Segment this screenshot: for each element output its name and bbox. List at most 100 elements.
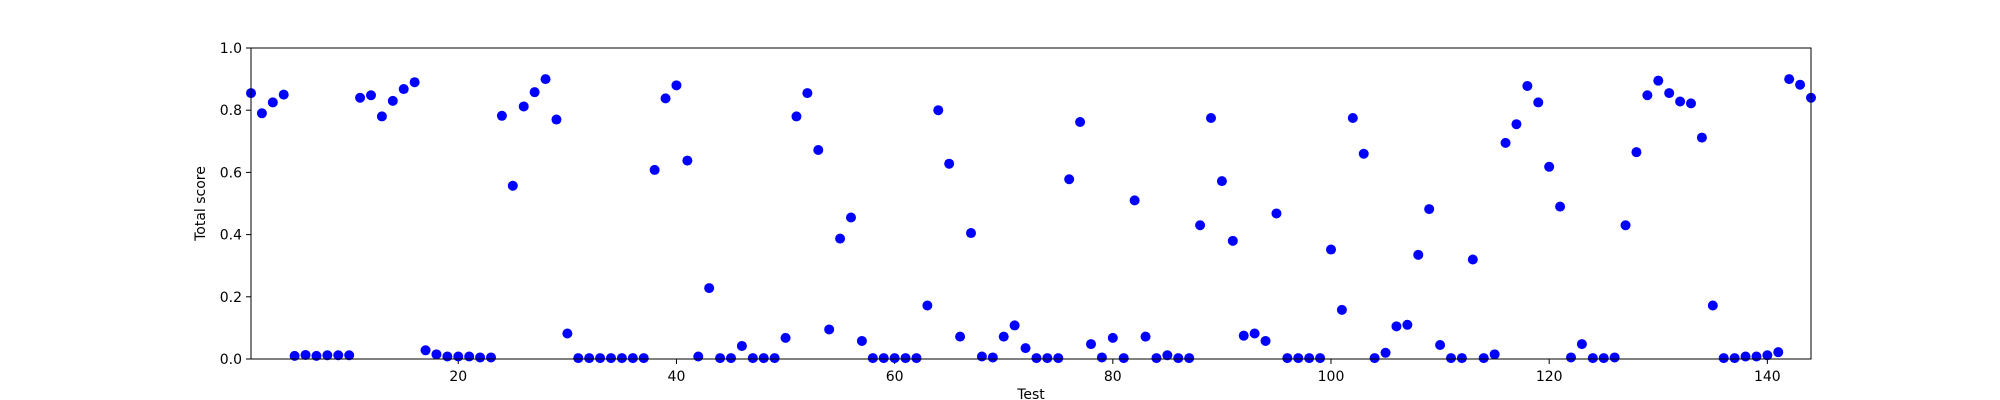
- y-tick-label: 0.8: [220, 103, 242, 119]
- data-point: [1042, 353, 1053, 364]
- x-tick-label: 60: [886, 369, 904, 385]
- data-point: [551, 114, 562, 125]
- data-point: [278, 89, 289, 100]
- data-point: [1347, 112, 1358, 123]
- data-point: [987, 352, 998, 363]
- data-point: [486, 352, 496, 363]
- data-point: [1773, 347, 1784, 358]
- data-point: [518, 101, 529, 112]
- data-point: [1064, 174, 1075, 185]
- data-point: [1260, 335, 1271, 346]
- data-point: [573, 353, 584, 364]
- y-tick-label: 0.2: [220, 290, 242, 306]
- data-point: [1249, 328, 1260, 339]
- data-point: [595, 353, 606, 364]
- data-point: [1304, 353, 1315, 364]
- data-point: [944, 158, 955, 169]
- data-point: [1206, 112, 1216, 123]
- data-point: [1631, 147, 1642, 158]
- data-point: [496, 110, 507, 121]
- data-point: [835, 233, 846, 244]
- y-axis-ticks: 0.0 0.2 0.4 0.6 0.8 1.0: [220, 41, 251, 368]
- data-point: [322, 350, 333, 361]
- data-point: [1075, 117, 1086, 128]
- data-point: [1216, 176, 1227, 187]
- data-point: [1020, 343, 1031, 354]
- data-point: [376, 111, 387, 122]
- data-point: [1456, 353, 1467, 364]
- data-point: [398, 84, 409, 95]
- data-point: [366, 90, 376, 101]
- data-point: [802, 88, 813, 99]
- y-axis-label: Total score: [193, 166, 209, 242]
- data-point: [442, 351, 453, 362]
- data-point: [867, 353, 878, 364]
- data-point: [682, 155, 693, 166]
- data-point: [1282, 353, 1293, 364]
- data-point: [736, 340, 747, 351]
- data-point: [660, 93, 671, 104]
- data-point: [976, 351, 987, 362]
- data-point: [1511, 119, 1522, 130]
- data-point: [889, 353, 900, 364]
- data-point: [475, 352, 486, 363]
- data-point: [355, 92, 366, 103]
- data-point: [824, 324, 835, 335]
- data-point: [1740, 351, 1751, 362]
- x-tick-label: 140: [1754, 369, 1781, 385]
- data-point: [966, 228, 976, 239]
- data-point: [1664, 88, 1675, 99]
- y-tick-label: 0.6: [220, 165, 242, 181]
- plot-frame: [250, 47, 1812, 360]
- data-point: [1271, 208, 1282, 219]
- data-point: [540, 74, 551, 85]
- data-point: [464, 351, 475, 362]
- data-point: [704, 283, 715, 294]
- data-point: [1642, 90, 1653, 101]
- data-point: [1336, 304, 1347, 315]
- data-point: [1620, 220, 1631, 231]
- y-tick-label: 0.4: [220, 228, 242, 244]
- x-axis-ticks: 20 40 60 80 100 120 140: [449, 359, 1781, 385]
- data-point: [1315, 353, 1326, 364]
- data-point: [1326, 244, 1336, 255]
- data-point: [1009, 320, 1020, 331]
- data-point: [1576, 339, 1587, 350]
- data-point: [387, 95, 398, 106]
- data-point: [1369, 353, 1380, 364]
- data-point: [726, 353, 736, 364]
- x-axis-label: Test: [1016, 387, 1045, 400]
- data-point: [344, 350, 355, 361]
- data-point: [1358, 148, 1369, 159]
- data-point: [671, 80, 682, 91]
- data-point: [616, 353, 627, 364]
- data-point: [1435, 340, 1446, 351]
- data-point: [1031, 353, 1042, 364]
- data-point: [846, 212, 856, 223]
- data-point: [1173, 353, 1184, 364]
- data-point: [1675, 96, 1686, 107]
- data-point: [1424, 204, 1435, 215]
- data-point: [1151, 353, 1162, 364]
- data-point: [1544, 161, 1555, 172]
- data-point: [955, 331, 966, 342]
- data-point: [1598, 353, 1609, 364]
- data-point: [1478, 353, 1489, 364]
- y-tick-label: 1.0: [220, 41, 242, 57]
- data-point: [769, 353, 780, 364]
- data-point: [1391, 321, 1402, 332]
- data-point: [1795, 79, 1806, 90]
- x-tick-label: 100: [1318, 369, 1345, 385]
- data-point: [1566, 352, 1576, 363]
- data-point: [256, 108, 267, 119]
- data-point: [933, 105, 944, 116]
- data-point: [453, 351, 464, 362]
- data-point: [1129, 195, 1140, 206]
- data-point: [1446, 353, 1456, 364]
- data-point: [638, 353, 649, 364]
- data-point: [715, 353, 726, 364]
- data-point: [420, 345, 431, 356]
- data-point: [1162, 350, 1173, 361]
- data-point: [1402, 319, 1413, 330]
